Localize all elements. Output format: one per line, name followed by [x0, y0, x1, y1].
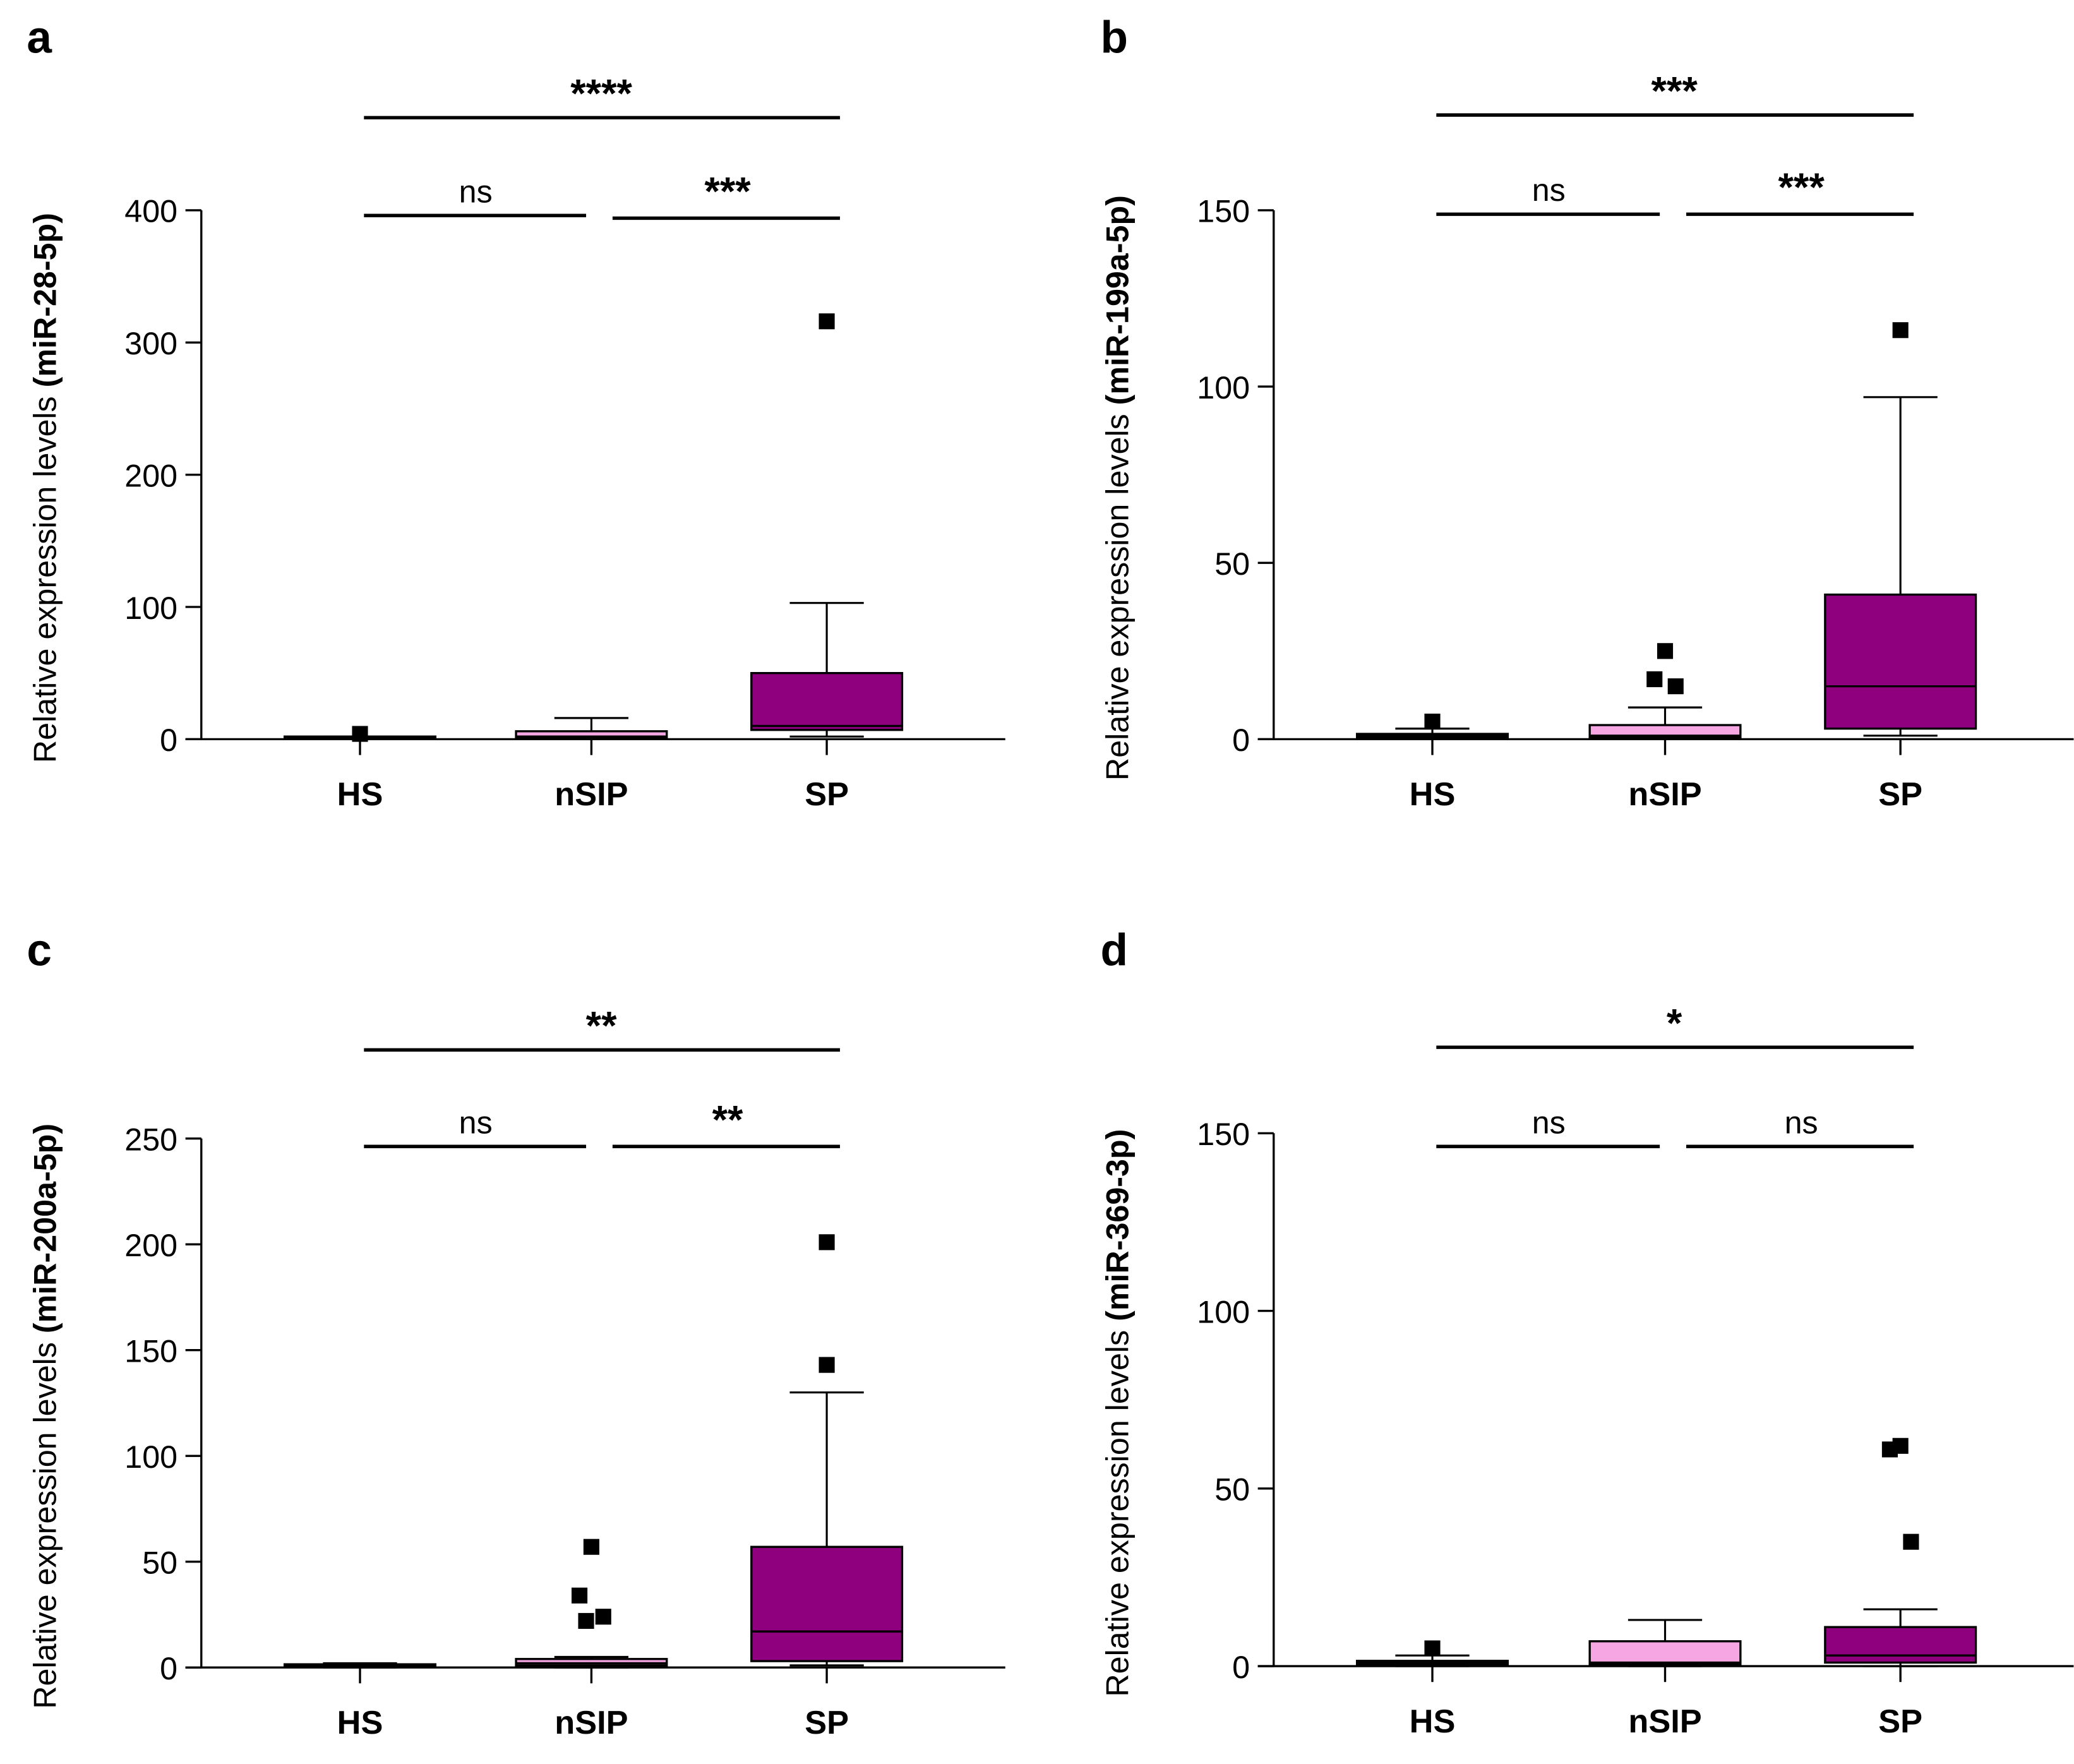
panel-letter: c [27, 925, 52, 975]
x-tick-label: SP [1878, 1703, 1922, 1740]
outlier-point [1424, 713, 1441, 730]
y-axis-label-prefix: Relative expression levels [27, 387, 63, 763]
x-tick-label: HS [337, 776, 383, 813]
y-axis-label-target: (miR-28-5p) [27, 213, 63, 387]
significance-hs-sp: * [1667, 1001, 1682, 1045]
y-tick-label: 0 [1232, 1650, 1250, 1685]
y-axis-label-prefix: Relative expression levels [27, 1333, 63, 1709]
panel-a: a 0 100 200 300 400 Relative expression levels… [27, 13, 1005, 813]
box-SP [750, 1545, 904, 1662]
y-axis-label-target: (miR-369-3p) [1100, 1129, 1135, 1321]
y-axis-label-target: (miR-199a-5p) [1100, 195, 1135, 405]
y-tick-label: 0 [160, 723, 177, 758]
box-nSIP [1588, 1640, 1742, 1665]
y-tick-label: 150 [124, 1334, 177, 1369]
outlier-point [1657, 643, 1674, 659]
y-tick-label: 150 [1197, 194, 1250, 229]
outlier-point [1667, 678, 1684, 695]
panel-letter: b [1100, 13, 1127, 63]
y-tick-label: 200 [124, 1228, 177, 1263]
y-tick-label: 50 [142, 1545, 177, 1581]
outlier-point [1903, 1533, 1919, 1550]
x-tick-label: SP [805, 776, 849, 813]
y-axis-label: Relative expression levels (miR-200a-5p) [27, 1124, 63, 1709]
x-tick-label: HS [1410, 776, 1456, 813]
y-axis-label: Relative expression levels (miR-369-3p) [1100, 1129, 1135, 1697]
outlier-point [1424, 1640, 1441, 1657]
significance-hs-nsip: ns [459, 174, 493, 209]
significance-nsip-sp: *** [704, 170, 751, 214]
y-axis-label-target: (miR-200a-5p) [27, 1124, 63, 1333]
box-nSIP [1588, 724, 1742, 739]
outlier-point [595, 1609, 611, 1625]
significance-hs-sp: **** [570, 72, 632, 116]
y-tick-label: 200 [124, 458, 177, 493]
box-SP [1824, 1626, 1977, 1664]
y-tick-label: 100 [124, 1439, 177, 1475]
box-nSIP [515, 730, 668, 739]
y-axis-label-prefix: Relative expression levels [1100, 405, 1135, 781]
panel-c: c 0 50 100 150 200 250 Relative expression leve… [27, 925, 1005, 1741]
y-axis-label: Relative expression levels (miR-28-5p) [27, 213, 63, 763]
x-tick-label: SP [805, 1705, 849, 1741]
x-tick-label: nSIP [554, 1705, 628, 1741]
outlier-point [578, 1612, 594, 1629]
x-tick-label: HS [337, 1705, 383, 1741]
box-SP [1824, 593, 1977, 730]
y-tick-label: 250 [124, 1122, 177, 1158]
panel-letter: a [27, 13, 52, 63]
panel-letter: d [1100, 925, 1127, 975]
y-tick-label: 300 [124, 326, 177, 361]
y-tick-label: 100 [1197, 370, 1250, 405]
y-axis-label: Relative expression levels (miR-199a-5p) [1100, 195, 1135, 781]
outlier-point [352, 726, 368, 742]
y-tick-label: 150 [1197, 1117, 1250, 1152]
panel-b: b 0 50 100 150 Relative expression levels (mi… [1100, 13, 2074, 813]
y-tick-label: 0 [1232, 723, 1250, 758]
outlier-point [1892, 322, 1909, 339]
panel-d: d 0 50 100 150 Relative expression levels (mi… [1100, 925, 2074, 1740]
y-tick-label: 50 [1214, 1472, 1250, 1508]
outlier-point [1881, 1441, 1898, 1458]
y-tick-label: 100 [124, 591, 177, 626]
significance-nsip-sp: *** [1778, 165, 1825, 210]
y-tick-label: 100 [1197, 1294, 1250, 1329]
x-tick-label: HS [1410, 1703, 1456, 1740]
outlier-point [1646, 671, 1663, 688]
significance-hs-nsip: ns [1532, 1105, 1566, 1140]
significance-nsip-sp: ns [1785, 1105, 1818, 1140]
outlier-point [818, 1357, 835, 1373]
y-axis-label-prefix: Relative expression levels [1100, 1321, 1135, 1697]
outlier-point [572, 1587, 588, 1604]
box-SP [750, 672, 904, 731]
significance-nsip-sp: ** [712, 1098, 743, 1142]
y-tick-label: 0 [160, 1651, 177, 1686]
significance-hs-sp: *** [1651, 69, 1698, 113]
outlier-point [583, 1539, 599, 1555]
y-tick-label: 50 [1214, 546, 1250, 582]
x-tick-label: SP [1878, 776, 1922, 813]
x-tick-label: nSIP [1628, 776, 1701, 813]
x-tick-label: nSIP [1628, 1703, 1701, 1740]
significance-hs-nsip: ns [459, 1105, 493, 1140]
x-tick-label: nSIP [554, 776, 628, 813]
y-tick-label: 400 [124, 194, 177, 229]
significance-hs-sp: ** [586, 1004, 617, 1048]
outlier-point [818, 313, 835, 330]
outlier-point [818, 1234, 835, 1251]
significance-hs-nsip: ns [1532, 172, 1566, 208]
